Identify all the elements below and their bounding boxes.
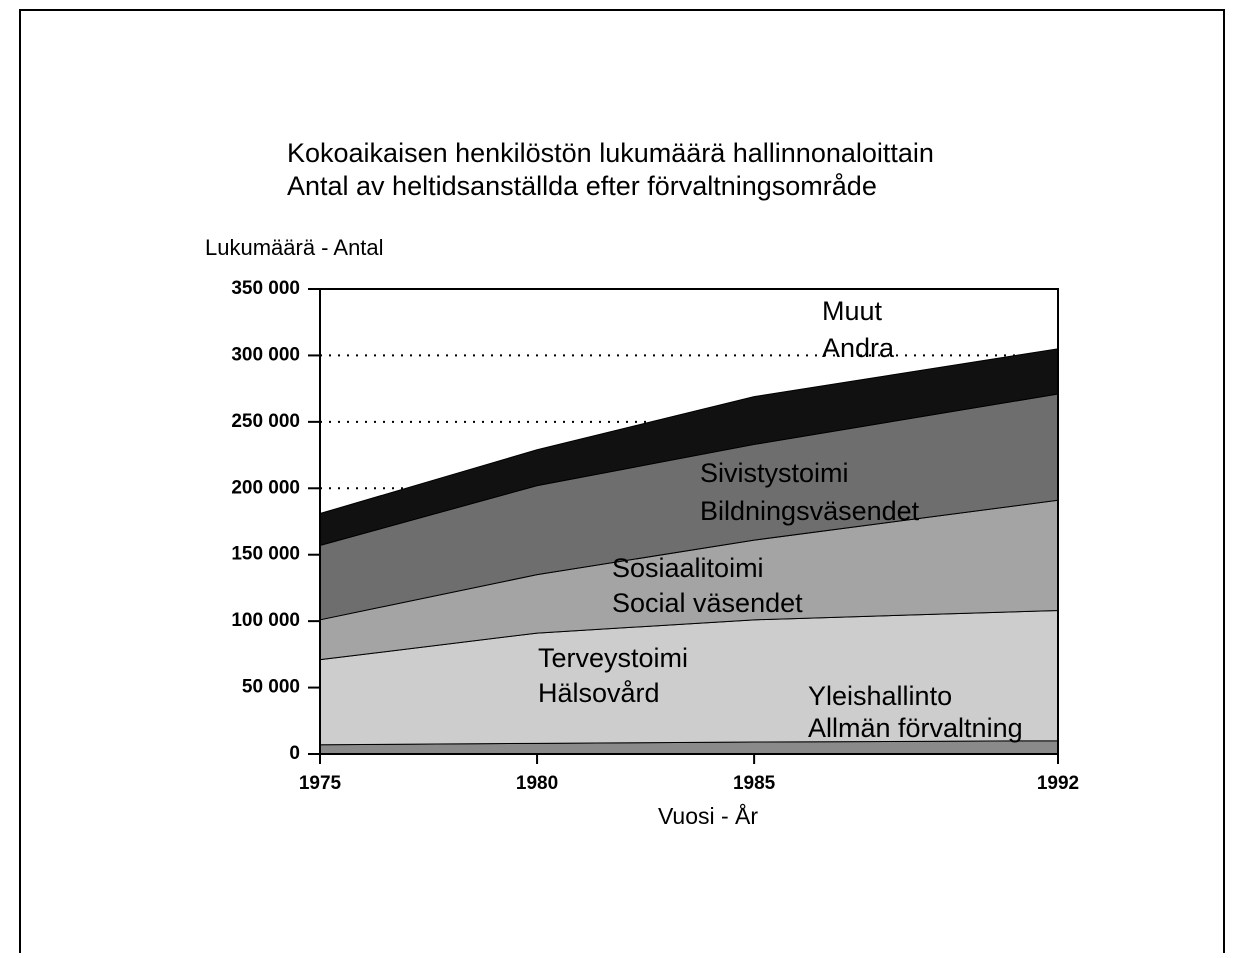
y-tick-label: 350 000 [231, 278, 300, 299]
y-tick-label: 300 000 [231, 344, 300, 365]
y-axis-label: Lukumäärä - Antal [205, 235, 384, 260]
series-label: Hälsovård [538, 678, 660, 708]
series-label: Muut [822, 296, 883, 326]
chart-title: Kokoaikaisen henkilöstön lukumäärä halli… [287, 138, 934, 168]
y-tick-label: 250 000 [231, 411, 300, 432]
y-tick-label: 200 000 [231, 477, 300, 498]
x-tick-label: 1985 [733, 773, 776, 794]
y-tick-label: 0 [289, 743, 300, 764]
series-label: Sosiaalitoimi [612, 553, 764, 583]
series-label: Bildningsväsendet [700, 496, 920, 526]
chart-subtitle: Antal av heltidsanställda efter förvaltn… [287, 171, 877, 201]
frame [19, 9, 1225, 958]
x-tick-label: 1975 [299, 773, 342, 794]
y-tick-label: 100 000 [231, 610, 300, 631]
series-label: Social väsendet [612, 588, 803, 618]
series-label: Terveystoimi [538, 643, 688, 673]
series-label: Yleishallinto [808, 681, 952, 711]
x-tick-label: 1992 [1037, 773, 1079, 794]
series-label: Sivistystoimi [700, 458, 849, 488]
y-tick-label: 150 000 [231, 544, 300, 565]
series-label: Andra [822, 333, 895, 363]
series-label: Allmän förvaltning [808, 713, 1023, 743]
x-tick-label: 1980 [516, 773, 558, 794]
x-axis-label: Vuosi - År [658, 802, 758, 829]
plot-frame [319, 288, 1059, 755]
y-tick-label: 50 000 [242, 677, 300, 698]
